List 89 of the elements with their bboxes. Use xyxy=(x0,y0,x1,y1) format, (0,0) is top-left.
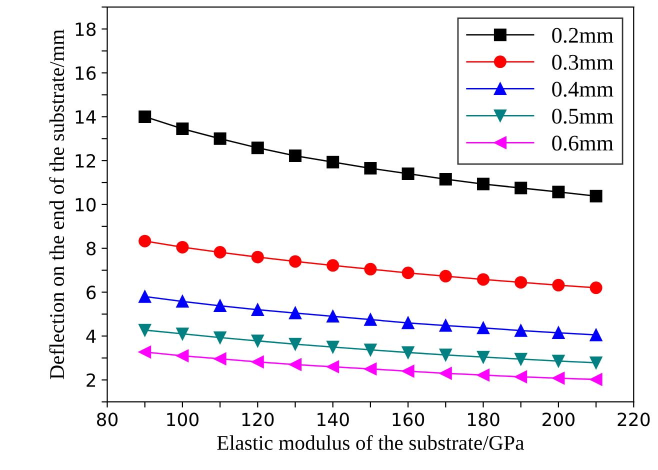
point xyxy=(590,328,602,342)
point xyxy=(402,167,414,180)
point xyxy=(552,372,565,384)
point xyxy=(326,360,340,374)
x-tick-label: 100 xyxy=(167,412,198,426)
y-tick-label: 2 xyxy=(86,373,96,387)
point xyxy=(176,350,189,362)
point xyxy=(138,234,152,248)
point xyxy=(364,313,377,326)
point xyxy=(289,338,302,350)
point xyxy=(590,282,602,294)
point xyxy=(326,310,340,323)
point xyxy=(552,186,565,198)
point xyxy=(176,295,189,308)
point xyxy=(514,352,528,366)
point xyxy=(552,278,565,292)
point xyxy=(439,270,452,282)
point xyxy=(214,352,226,366)
point xyxy=(138,346,152,358)
point xyxy=(590,190,602,202)
point xyxy=(514,276,528,289)
point xyxy=(214,246,226,259)
point xyxy=(289,358,302,371)
point xyxy=(477,273,490,286)
point xyxy=(138,324,152,336)
point xyxy=(251,303,264,316)
point xyxy=(590,356,602,370)
y-tick-label: 8 xyxy=(86,242,96,256)
point xyxy=(176,122,189,136)
point xyxy=(477,368,490,382)
point xyxy=(364,262,377,276)
legend-label: 0.3mm xyxy=(552,54,614,70)
y-tick-label: 12 xyxy=(76,154,96,168)
x-tick-label: 160 xyxy=(392,412,424,426)
x-tick-label: 120 xyxy=(242,412,274,426)
point xyxy=(138,290,152,303)
point xyxy=(214,132,226,145)
point xyxy=(590,373,602,386)
y-tick-label: 16 xyxy=(76,66,96,80)
point xyxy=(552,354,565,368)
legend-label: 0.4mm xyxy=(552,82,614,97)
point xyxy=(514,370,528,384)
point xyxy=(214,331,226,344)
legend-label: 0.6mm xyxy=(552,136,614,151)
point xyxy=(289,255,302,268)
point xyxy=(402,266,414,280)
point xyxy=(552,326,565,340)
point xyxy=(477,178,490,190)
point xyxy=(251,334,264,348)
point xyxy=(364,344,377,356)
point xyxy=(477,322,490,334)
point xyxy=(439,367,452,380)
point xyxy=(514,324,528,337)
y-tick-label: 4 xyxy=(86,330,96,343)
x-tick-label: 180 xyxy=(468,412,500,426)
point xyxy=(439,319,452,332)
x-tick-label: 80 xyxy=(96,412,118,426)
x-tick-label: 200 xyxy=(542,412,574,426)
y-tick-label: 6 xyxy=(86,286,96,300)
x-tick-label: 140 xyxy=(318,412,349,426)
point xyxy=(176,240,189,254)
point xyxy=(138,110,152,123)
point xyxy=(326,156,340,168)
point xyxy=(364,362,377,376)
y-tick-label: 14 xyxy=(76,110,96,124)
point xyxy=(251,356,264,368)
legend-label: 0.5mm xyxy=(552,108,614,124)
point xyxy=(477,350,490,364)
point xyxy=(289,150,302,162)
point xyxy=(251,142,264,154)
point xyxy=(402,346,414,359)
legend-label: 0.2mm xyxy=(552,28,614,43)
point xyxy=(326,259,340,272)
point xyxy=(176,328,189,340)
y-axis-title: Deflection on the end of the substrate/mm xyxy=(49,29,64,380)
point xyxy=(402,364,414,378)
point xyxy=(514,182,528,194)
point xyxy=(289,306,302,320)
x-axis-title: Elastic modulus of the substrate/GPa xyxy=(217,435,524,450)
y-tick-label: 10 xyxy=(76,198,96,212)
point xyxy=(439,172,452,186)
point xyxy=(326,340,340,354)
point xyxy=(251,250,264,264)
point xyxy=(439,348,452,362)
point xyxy=(364,162,377,175)
point xyxy=(214,300,226,312)
x-tick-label: 220 xyxy=(618,412,650,426)
y-tick-label: 18 xyxy=(76,22,96,36)
point xyxy=(402,316,414,330)
